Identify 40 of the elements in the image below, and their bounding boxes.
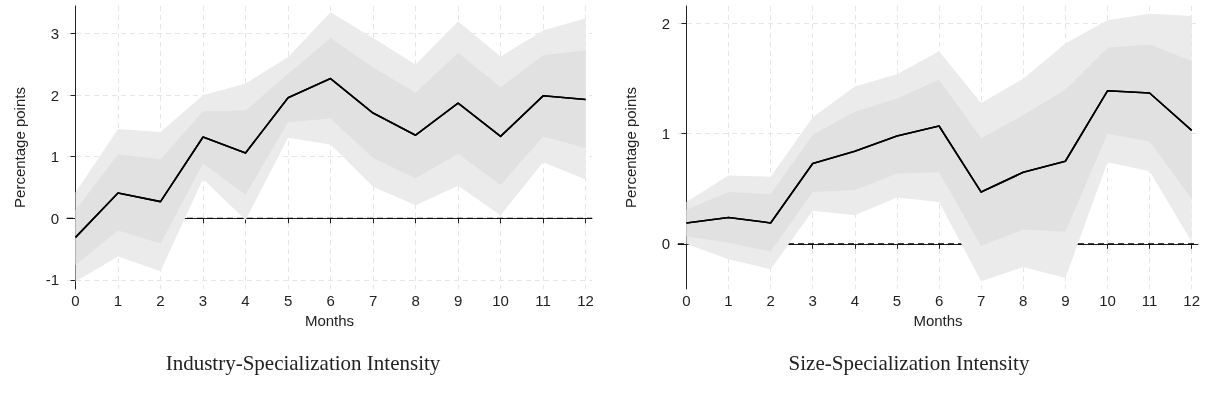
x-axis-title: Months	[304, 312, 355, 329]
x-tick-label: 12	[1183, 292, 1201, 309]
x-tick-label: 3	[198, 292, 208, 309]
x-tick-label: 9	[1061, 292, 1070, 309]
x-tick-label: 11	[535, 292, 551, 309]
x-tick-label: 10	[1099, 292, 1116, 309]
y-tick-label: 3	[50, 25, 59, 43]
y-axis-title: Percentage points	[622, 87, 639, 208]
text: Industry-Specialization Intensity	[165, 350, 441, 375]
x-tick-label: 12	[577, 292, 594, 309]
x-tick-label: 5	[283, 292, 293, 309]
x-tick-label: 10	[492, 292, 509, 309]
x-tick-label: 7	[976, 292, 986, 309]
x-tick-label: 4	[241, 292, 250, 309]
y-tick-label: -1	[45, 271, 59, 289]
x-tick-label: 4	[850, 292, 860, 309]
x-tick-label: 11	[1141, 292, 1158, 309]
x-tick-label: 8	[411, 292, 420, 309]
y-tick-label: 0	[50, 209, 59, 227]
x-axis-title: Months	[913, 312, 963, 329]
y-tick-label: 1	[50, 148, 59, 166]
x-tick-label: 0	[71, 292, 80, 309]
x-tick-label: 5	[892, 292, 902, 309]
y-tick-label: 0	[661, 235, 670, 253]
x-tick-label: 7	[368, 292, 378, 309]
x-tick-label: 2	[766, 292, 775, 309]
x-tick-label: 8	[1019, 292, 1028, 309]
y-tick-label: 2	[50, 86, 59, 104]
x-tick-label: 1	[724, 292, 733, 309]
x-tick-label: 3	[808, 292, 817, 309]
y-tick-label: 1	[661, 125, 670, 143]
x-tick-label: 0	[682, 292, 691, 309]
x-tick-label: 9	[453, 292, 463, 309]
x-tick-label: 2	[156, 292, 165, 309]
x-tick-label: 6	[934, 292, 944, 309]
x-tick-label: 1	[113, 292, 123, 309]
y-axis-title: Percentage points	[11, 87, 28, 208]
y-tick-label: 2	[661, 15, 670, 33]
x-tick-label: 6	[326, 292, 335, 309]
text: Size-Specialization Intensity	[788, 350, 1030, 375]
